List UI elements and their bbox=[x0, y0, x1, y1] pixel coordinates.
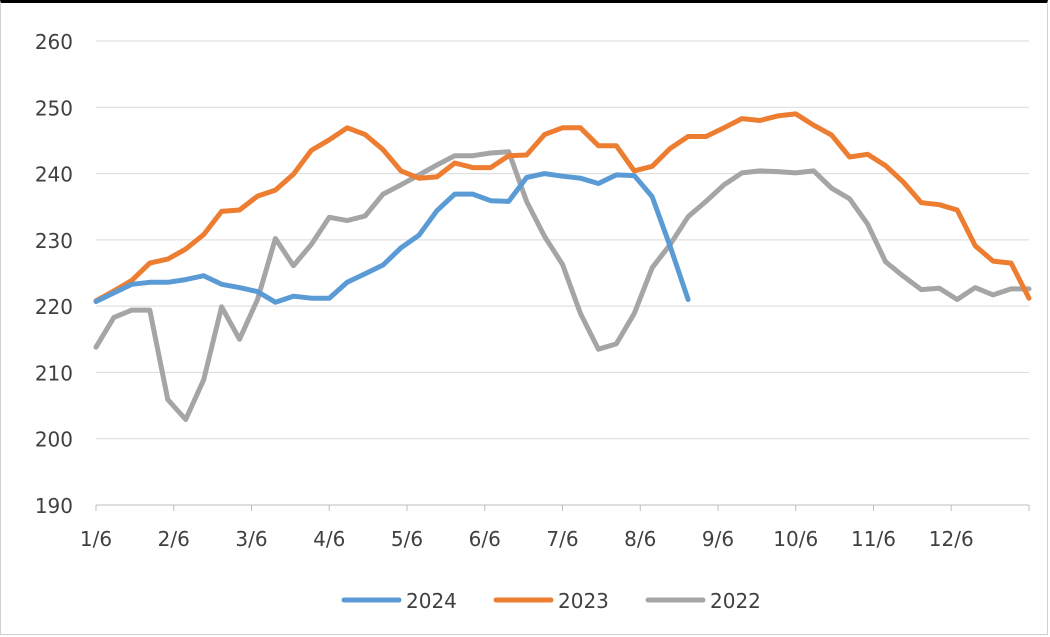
x-tick-label: 9/6 bbox=[702, 527, 734, 551]
x-tick-label: 11/6 bbox=[851, 527, 896, 551]
y-tick-label: 210 bbox=[35, 361, 73, 385]
y-axis-tick-labels: 190 200 210 220 230 240 250 260 bbox=[35, 30, 73, 518]
y-tick-label: 230 bbox=[35, 229, 73, 253]
series-lines bbox=[93, 111, 1032, 422]
x-tick-label: 7/6 bbox=[546, 527, 578, 551]
series-line-2023 bbox=[93, 111, 1032, 304]
x-axis-tick-labels: 1/6 2/6 3/6 4/6 5/6 6/6 7/6 8/6 9/6 10/6 11/6 12/6 bbox=[80, 505, 1030, 551]
x-tick-label: 1/6 bbox=[80, 527, 112, 551]
x-tick-label: 3/6 bbox=[235, 527, 267, 551]
x-tick-label: 2/6 bbox=[158, 527, 190, 551]
series-line-2022 bbox=[93, 149, 1032, 422]
x-tick-label: 10/6 bbox=[773, 527, 818, 551]
y-tick-label: 220 bbox=[35, 295, 73, 319]
gridlines bbox=[96, 40, 1029, 506]
legend-label-2022: 2022 bbox=[710, 589, 761, 613]
x-tick-label: 4/6 bbox=[313, 527, 345, 551]
x-tick-label: 6/6 bbox=[469, 527, 501, 551]
x-tick-label: 8/6 bbox=[624, 527, 656, 551]
x-tick-label: 12/6 bbox=[929, 527, 974, 551]
x-tick-label: 5/6 bbox=[391, 527, 423, 551]
y-tick-label: 260 bbox=[35, 30, 73, 54]
y-tick-label: 250 bbox=[35, 96, 73, 120]
y-tick-label: 190 bbox=[35, 494, 73, 518]
legend: 2024 2023 2022 bbox=[341, 589, 761, 613]
legend-label-2023: 2023 bbox=[558, 589, 609, 613]
legend-label-2024: 2024 bbox=[406, 589, 457, 613]
y-tick-label: 200 bbox=[35, 428, 73, 452]
y-tick-label: 240 bbox=[35, 163, 73, 187]
series-line-2024 bbox=[93, 171, 691, 305]
line-chart: 190 200 210 220 230 240 250 260 1/6 2/6 3/6 4/6 5/6… bbox=[35, 30, 1032, 613]
